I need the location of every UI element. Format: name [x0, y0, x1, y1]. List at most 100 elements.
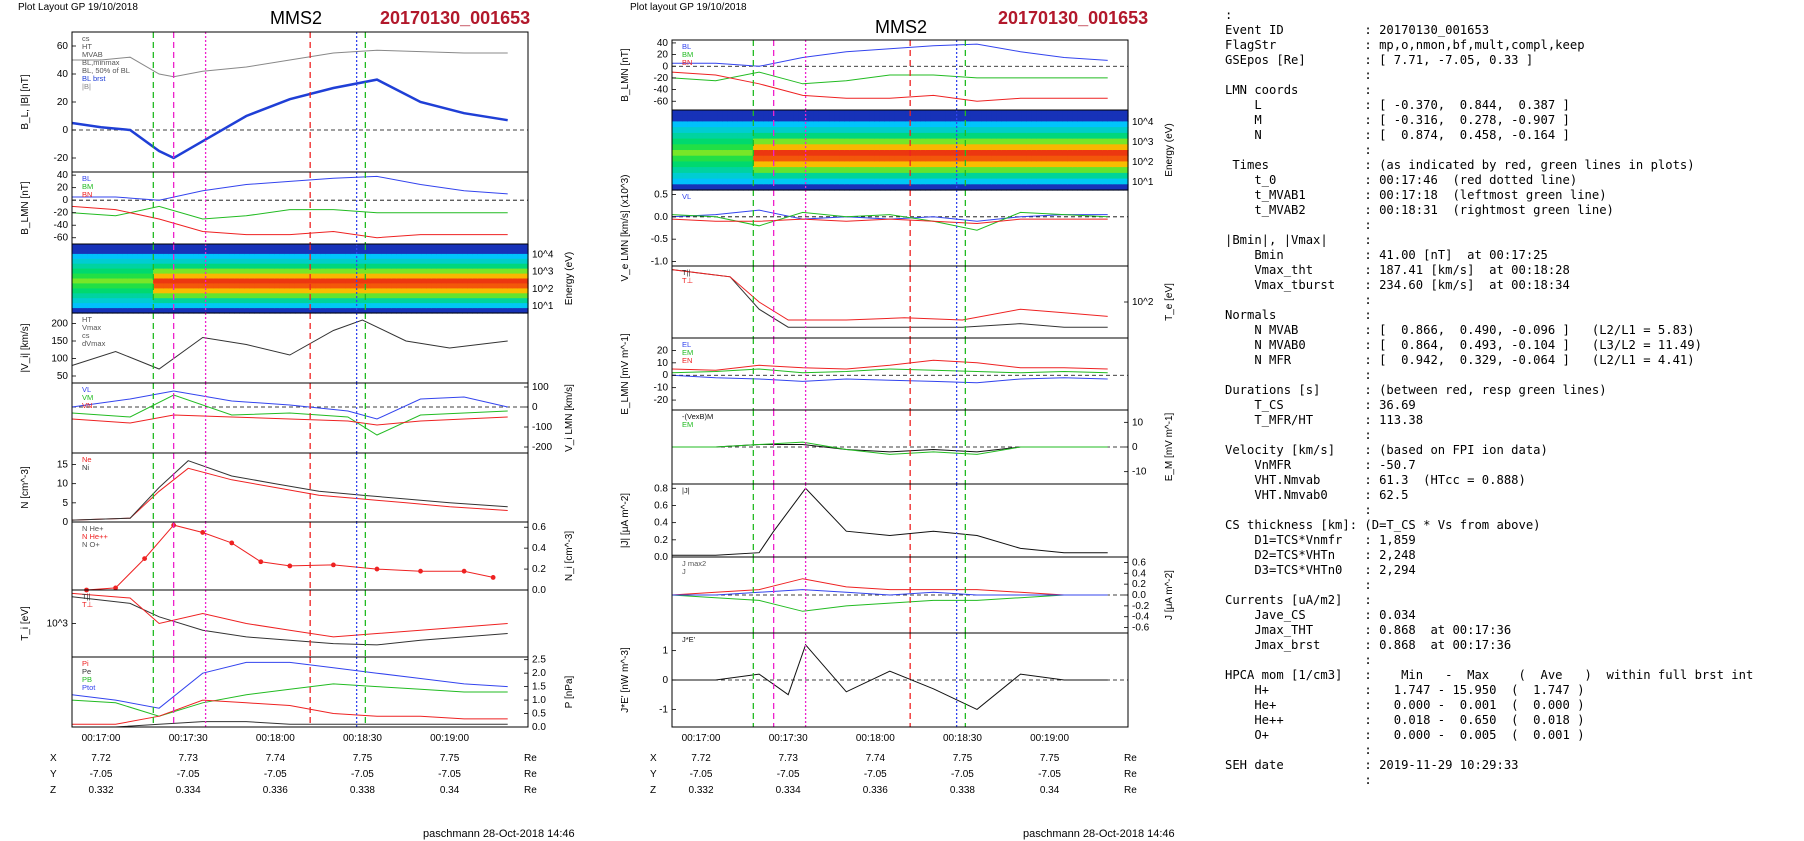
heatmap-cell	[350, 283, 357, 289]
heatmap-cell	[492, 283, 499, 289]
heatmap-cell	[72, 268, 78, 275]
heatmap-cell	[1052, 161, 1058, 168]
heatmap-cell	[1016, 138, 1023, 145]
heatmap-cell	[198, 258, 205, 265]
heatmap-cell	[763, 172, 769, 180]
heatmap-cell	[742, 127, 749, 134]
heatmap-cell	[768, 115, 774, 122]
heatmap-cell	[335, 283, 342, 289]
heatmap-cell	[707, 161, 714, 168]
heatmap-cell	[884, 167, 891, 174]
heatmap-cell	[1092, 150, 1099, 157]
heatmap-cell	[788, 184, 795, 191]
heatmap-cell	[768, 172, 774, 180]
heatmap-cell	[305, 293, 311, 299]
heatmap-cell	[386, 258, 392, 265]
heatmap-cell	[148, 263, 154, 270]
heatmap-cell	[122, 308, 129, 314]
heatmap-cell	[441, 308, 448, 314]
heatmap-cell	[315, 288, 321, 294]
position-value: 0.334	[776, 785, 801, 796]
heatmap-cell	[294, 283, 301, 289]
heatmap-cell	[1057, 138, 1063, 145]
heatmap-cell	[497, 308, 504, 314]
heatmap-cell	[158, 268, 164, 275]
heatmap-cell	[421, 253, 428, 260]
heatmap-cell	[153, 253, 159, 260]
y-tick-label: 10^3	[1132, 137, 1154, 148]
heatmap-cell	[396, 258, 402, 265]
heatmap-cell	[406, 258, 413, 265]
heatmap-cell	[203, 278, 210, 284]
heatmap-cell	[467, 244, 473, 250]
heatmap-cell	[1092, 121, 1099, 128]
heatmap-cell	[102, 298, 109, 304]
heatmap-cell	[1052, 178, 1058, 185]
heatmap-cell	[1082, 121, 1089, 128]
heatmap-cell	[279, 268, 286, 275]
heatmap-cell	[960, 132, 967, 140]
heatmap-cell	[72, 273, 78, 280]
heatmap-cell	[945, 138, 952, 145]
heatmap-cell	[737, 150, 744, 157]
heatmap-cell	[1117, 155, 1124, 162]
legend-entry: N O+	[82, 540, 100, 549]
heatmap-cell	[1057, 110, 1063, 117]
heatmap-cell	[264, 298, 271, 304]
heatmap-cell	[935, 178, 942, 185]
heatmap-cell	[77, 253, 83, 260]
heatmap-cell	[1082, 161, 1089, 168]
heatmap-cell	[869, 144, 876, 151]
heatmap-cell	[117, 278, 124, 284]
heatmap-cell	[436, 258, 443, 265]
y-axis-label: T_e [eV]	[1164, 283, 1175, 321]
heatmap-cell	[92, 288, 98, 294]
y-tick-label: 0.5	[532, 709, 546, 720]
heatmap-cell	[376, 258, 382, 265]
heatmap-cell	[421, 268, 428, 275]
heatmap-cell	[1026, 138, 1033, 145]
heatmap-cell	[452, 288, 458, 294]
heatmap-cell	[1077, 150, 1083, 157]
heatmap-cell	[748, 138, 754, 145]
heatmap-cell	[763, 144, 769, 151]
heatmap-cell	[818, 121, 825, 128]
heatmap-cell	[712, 138, 719, 145]
heatmap-cell	[1052, 110, 1058, 117]
heatmap-cell	[234, 278, 240, 284]
position-value: 0.332	[689, 785, 714, 796]
heatmap-cell	[457, 303, 463, 309]
heatmap-cell	[517, 303, 524, 309]
heatmap-cell	[910, 144, 916, 151]
series-line-ni	[71, 460, 508, 521]
heatmap-cell	[92, 273, 98, 280]
heatmap-cell	[1057, 161, 1063, 168]
heatmap-cell	[829, 150, 835, 157]
heatmap-cell	[497, 278, 504, 284]
heatmap-cell	[137, 248, 144, 255]
heatmap-cell	[1062, 144, 1068, 151]
heatmap-cell	[345, 308, 352, 314]
heatmap-cell	[778, 132, 785, 140]
heatmap-cell	[163, 278, 169, 284]
heatmap-cell	[748, 144, 754, 151]
heatmap-cell	[269, 244, 276, 250]
heatmap-cell	[289, 244, 296, 250]
heatmap-cell	[163, 263, 169, 270]
heatmap-cell	[925, 110, 931, 117]
heatmap-cell	[737, 167, 744, 174]
panel-frame	[71, 589, 529, 658]
heatmap-cell	[874, 167, 881, 174]
heatmap-cell	[1006, 150, 1013, 157]
heatmap-cell	[727, 178, 734, 185]
heatmap-cell	[431, 248, 438, 255]
heatmap-cell	[955, 144, 962, 151]
heatmap-cell	[244, 268, 250, 275]
heatmap-cell	[467, 283, 473, 289]
heatmap-cell	[1021, 184, 1028, 191]
heatmap-cell	[1057, 155, 1063, 162]
heatmap-cell	[274, 278, 281, 284]
heatmap-cell	[1097, 132, 1104, 140]
heatmap-cell	[859, 184, 866, 191]
heatmap-cell	[300, 303, 306, 309]
